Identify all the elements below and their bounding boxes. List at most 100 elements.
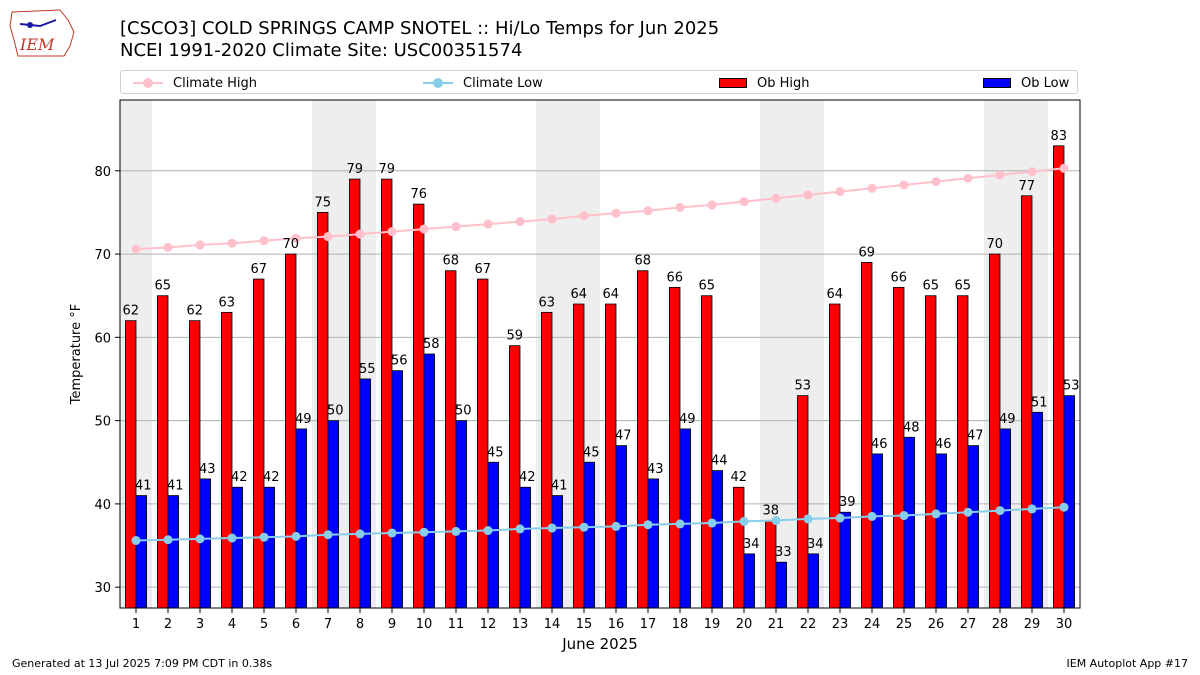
ob-low-label: 42 bbox=[231, 470, 248, 485]
climate-low-point bbox=[259, 532, 269, 542]
ob-high-label: 64 bbox=[602, 287, 619, 302]
ob-high-bar bbox=[829, 303, 841, 609]
ob-high-label: 79 bbox=[378, 162, 395, 177]
ob-low-label: 47 bbox=[967, 429, 984, 444]
ob-low-label: 41 bbox=[551, 479, 568, 494]
ob-high-bar bbox=[477, 278, 489, 609]
ob-high-bar bbox=[125, 320, 137, 609]
ob-high-label: 76 bbox=[410, 187, 427, 202]
climate-low-point bbox=[963, 507, 973, 517]
ob-low-bar bbox=[935, 453, 947, 609]
climate-high-point bbox=[611, 208, 621, 218]
ob-high-label: 63 bbox=[538, 295, 555, 310]
ob-high-bar bbox=[669, 286, 681, 609]
ob-low-bar bbox=[967, 445, 979, 609]
y-tick-label: 30 bbox=[94, 581, 111, 596]
ob-low-label: 55 bbox=[359, 362, 376, 377]
ob-high-bar bbox=[957, 295, 969, 609]
ob-low-label: 46 bbox=[935, 437, 952, 452]
ob-low-label: 43 bbox=[199, 462, 216, 477]
x-tick-label: 8 bbox=[356, 617, 364, 632]
climate-low-point bbox=[451, 526, 461, 536]
climate-low-point bbox=[387, 528, 397, 538]
ob-low-bar bbox=[871, 453, 883, 609]
legend-ob-high: Ob High bbox=[719, 74, 810, 92]
ob-low-label: 39 bbox=[839, 495, 856, 510]
climate-low-point bbox=[835, 513, 845, 523]
y-tick-label: 40 bbox=[94, 498, 111, 513]
climate-low-point bbox=[707, 518, 717, 528]
ob-low-label: 46 bbox=[871, 437, 888, 452]
ob-low-bar bbox=[647, 478, 659, 609]
x-tick-label: 4 bbox=[228, 617, 236, 632]
ob-low-label: 53 bbox=[1063, 379, 1080, 394]
ob-low-label: 43 bbox=[647, 462, 664, 477]
ob-low-label: 41 bbox=[135, 479, 152, 494]
ob-low-label: 48 bbox=[903, 420, 920, 435]
ob-high-bar bbox=[1053, 145, 1065, 609]
ob-low-bar bbox=[327, 420, 339, 609]
climate-low-point bbox=[643, 520, 653, 530]
ob-high-swatch bbox=[719, 78, 747, 88]
ob-high-bar bbox=[893, 286, 905, 609]
legend-ob-high-label: Ob High bbox=[757, 75, 810, 91]
ob-low-bar bbox=[487, 461, 499, 609]
ob-high-label: 65 bbox=[154, 279, 171, 294]
climate-low-point bbox=[995, 506, 1005, 516]
ob-high-bar bbox=[221, 311, 233, 609]
y-tick-label: 60 bbox=[94, 331, 111, 346]
chart-legend: Climate High Climate Low Ob High Ob Low bbox=[120, 70, 1078, 94]
ob-low-bar bbox=[199, 478, 211, 609]
climate-high-line bbox=[135, 167, 1065, 251]
ob-low-label: 42 bbox=[263, 470, 280, 485]
plot-frame bbox=[119, 99, 1081, 609]
climate-low-point bbox=[579, 522, 589, 532]
ob-high-bar bbox=[989, 253, 1001, 609]
legend-climate-high: Climate High bbox=[133, 74, 257, 92]
ob-low-bar bbox=[391, 370, 403, 609]
ob-high-label: 83 bbox=[1050, 129, 1067, 144]
ob-low-bar bbox=[359, 378, 371, 609]
climate-high-point bbox=[163, 242, 173, 252]
ob-low-bar bbox=[807, 553, 819, 609]
climate-high-point bbox=[227, 238, 237, 248]
climate-low-point bbox=[739, 516, 749, 526]
climate-high-point bbox=[451, 222, 461, 232]
app-credit: IEM Autoplot App #17 bbox=[1066, 657, 1189, 670]
ob-high-bar bbox=[285, 253, 297, 609]
climate-low-point bbox=[675, 519, 685, 529]
ob-high-bar bbox=[253, 278, 265, 609]
legend-ob-low-label: Ob Low bbox=[1021, 75, 1070, 91]
climate-low-line bbox=[135, 506, 1065, 542]
climate-low-point bbox=[867, 511, 877, 521]
ob-low-bar bbox=[231, 486, 243, 609]
climate-low-point bbox=[803, 514, 813, 524]
ob-high-label: 66 bbox=[890, 270, 907, 285]
climate-low-point bbox=[515, 524, 525, 534]
climate-high-point bbox=[1059, 163, 1069, 173]
x-tick-label: 2 bbox=[164, 617, 172, 632]
ob-high-label: 77 bbox=[1018, 179, 1035, 194]
ob-high-bar bbox=[797, 395, 809, 609]
generated-timestamp: Generated at 13 Jul 2025 7:09 PM CDT in … bbox=[12, 657, 273, 670]
ob-low-label: 41 bbox=[167, 479, 184, 494]
ob-low-label: 34 bbox=[807, 537, 824, 552]
ob-low-label: 49 bbox=[295, 412, 312, 427]
ob-low-bar bbox=[455, 420, 467, 609]
ob-low-bar bbox=[775, 561, 787, 609]
climate-high-point bbox=[931, 177, 941, 187]
legend-climate-low-label: Climate Low bbox=[463, 75, 543, 91]
climate-low-swatch bbox=[423, 78, 453, 88]
chart-title: [CSCO3] COLD SPRINGS CAMP SNOTEL :: Hi/L… bbox=[120, 18, 719, 62]
climate-high-point bbox=[355, 229, 365, 239]
ob-high-label: 75 bbox=[314, 195, 331, 210]
climate-high-point bbox=[803, 190, 813, 200]
ob-high-label: 64 bbox=[826, 287, 843, 302]
ob-high-bar bbox=[381, 178, 393, 609]
ob-low-label: 49 bbox=[679, 412, 696, 427]
climate-high-point bbox=[1027, 167, 1037, 177]
x-tick-label: 3 bbox=[196, 617, 204, 632]
climate-high-point bbox=[835, 187, 845, 197]
ob-low-label: 50 bbox=[455, 404, 472, 419]
